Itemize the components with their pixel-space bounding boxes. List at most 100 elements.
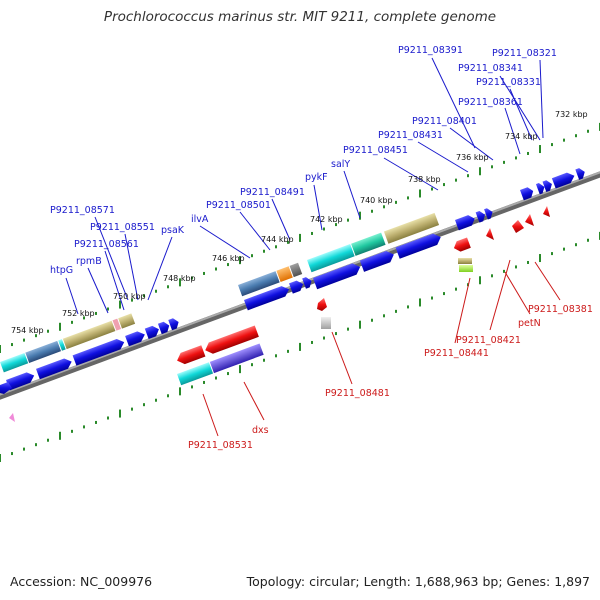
forward-gene-label: salY	[331, 159, 350, 170]
gene-arrow	[313, 263, 361, 290]
forward-gene-labels: P9211_08391 P9211_08321 P9211_08341 P9211_0…	[50, 45, 557, 276]
gene-arrow	[455, 215, 475, 231]
leader-line	[534, 261, 561, 301]
leader-line	[449, 127, 494, 161]
leader-line	[417, 141, 469, 173]
gene-block	[321, 317, 331, 329]
forward-gene-label: P9211_08551	[90, 222, 155, 233]
leader-line	[454, 277, 471, 344]
gene-block	[383, 212, 440, 244]
gene-arrow	[302, 277, 312, 289]
reverse-gene-label: dxs	[252, 425, 269, 436]
reverse-gene-label: P9211_08381	[528, 304, 593, 315]
gene-block	[0, 352, 29, 373]
gene-arrow	[72, 339, 125, 366]
gene-arrow	[551, 172, 575, 189]
kbp-label: 736 kbp	[456, 153, 489, 162]
forward-gene-label: P9211_08341	[458, 63, 523, 74]
gene-arrow	[244, 286, 290, 311]
label-leader-lines	[65, 57, 561, 437]
forward-gene-label: htpG	[50, 265, 73, 276]
kbp-label: 744 kbp	[261, 235, 294, 244]
gene-arrow	[9, 413, 15, 422]
leader-line	[489, 259, 511, 331]
gene-block	[62, 320, 116, 350]
gene-block	[25, 340, 62, 363]
leader-line	[539, 59, 544, 139]
gene-arrow	[475, 210, 486, 223]
leader-line	[331, 331, 353, 385]
gene-arrow	[575, 168, 585, 180]
gene-block	[118, 313, 136, 329]
leader-line	[124, 233, 139, 301]
leader-line	[509, 88, 533, 141]
gene-arrow	[168, 318, 179, 331]
forward-gene-label: psaK	[161, 225, 185, 236]
gene-arrow	[36, 358, 72, 380]
gene-arrow	[484, 208, 493, 220]
gene-arrow	[144, 325, 159, 339]
kbp-labels: 732 kbp 734 kbp 736 kbp 738 kbp 740 kbp 742 k…	[11, 110, 588, 335]
gene-arrow	[453, 237, 471, 252]
topology-text: Topology: circular; Length: 1,688,963 bp…	[246, 574, 590, 589]
gene-block	[459, 265, 473, 272]
reverse-gene-labels: P9211_08381 petN P9211_08421 P9211_08441 P92…	[188, 304, 593, 451]
gene-block	[307, 244, 355, 273]
leader-line	[271, 198, 291, 241]
forward-gene-label: P9211_08321	[492, 48, 557, 59]
gene-block	[458, 258, 472, 264]
leader-line	[499, 75, 541, 141]
kbp-label: 750 kbp	[113, 292, 146, 301]
gene-arrow	[359, 250, 394, 272]
kbp-label: 738 kbp	[408, 175, 441, 184]
reverse-gene-label: P9211_08531	[188, 440, 253, 451]
forward-gene-label: P9211_08451	[343, 145, 408, 156]
reverse-gene-label: petN	[518, 318, 541, 329]
gene-block	[276, 266, 293, 283]
forward-genes	[0, 168, 585, 394]
leader-line	[202, 393, 219, 437]
accession-text: Accession: NC_009976	[10, 574, 153, 589]
gene-block	[289, 262, 303, 278]
gene-block	[209, 343, 264, 374]
leader-line	[313, 184, 323, 231]
gene-arrow	[6, 372, 35, 391]
kbp-label: 752 kbp	[62, 309, 95, 318]
kbp-label: 742 kbp	[310, 215, 343, 224]
gene-block	[112, 318, 122, 331]
forward-gene-label: pykF	[305, 172, 328, 183]
forward-gene-label: P9211_08401	[412, 116, 477, 127]
reverse-genes	[9, 206, 550, 422]
leader-line	[87, 267, 109, 314]
gene-arrow	[486, 228, 494, 240]
leader-line	[94, 216, 129, 301]
gene-arrow	[177, 345, 206, 365]
forward-gene-label: P9211_08391	[398, 45, 463, 56]
leader-line	[243, 381, 265, 421]
kbp-label: 732 kbp	[555, 110, 588, 119]
reverse-gene-label: P9211_08481	[325, 388, 390, 399]
gene-arrow	[125, 331, 145, 347]
reverse-gene-label: P9211_08441	[424, 348, 489, 359]
forward-gene-label: P9211_08491	[240, 187, 305, 198]
leader-line	[383, 157, 439, 191]
gene-arrow	[543, 206, 550, 217]
forward-gene-label: P9211_08561	[74, 239, 139, 250]
forward-gene-label: rpmB	[76, 256, 102, 267]
genome-title: Prochlorococcus marinus str. MIT 9211, c…	[103, 9, 497, 25]
leader-line	[65, 277, 79, 315]
leader-line	[343, 170, 361, 219]
kbp-label: 748 kbp	[163, 274, 196, 283]
gene-block	[238, 271, 280, 297]
gene-arrow	[317, 298, 327, 311]
gene-arrow	[0, 382, 12, 394]
forward-gene-label: P9211_08571	[50, 205, 115, 216]
leader-line	[431, 57, 476, 149]
gene-arrow	[535, 183, 545, 195]
kbp-label: 734 kbp	[505, 132, 538, 141]
forward-gene-label: P9211_08431	[378, 130, 443, 141]
gene-arrow	[289, 280, 304, 294]
scale-ticks	[0, 122, 600, 462]
forward-gene-label: P9211_08501	[206, 200, 271, 211]
